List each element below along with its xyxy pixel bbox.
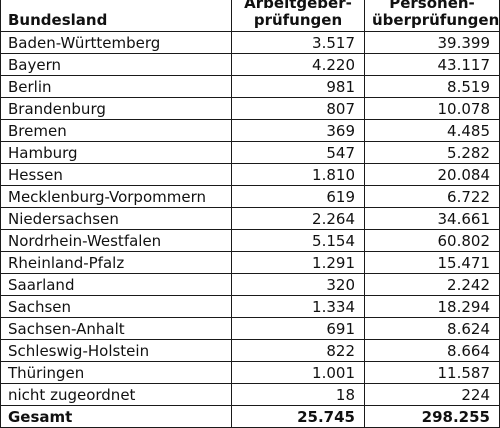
total-employer-checks-cell: 25.745 xyxy=(231,405,365,428)
person-checks-cell: 10.078 xyxy=(364,97,500,120)
employer-checks-cell: 369 xyxy=(231,119,365,142)
state-cell: Mecklenburg-Vorpommern xyxy=(0,185,232,208)
table-row: Bayern 4.220 43.117 xyxy=(0,53,500,76)
employer-checks-cell: 547 xyxy=(231,141,365,164)
person-checks-cell: 5.282 xyxy=(364,141,500,164)
column-header-person-checks: Personen- überprüfungen xyxy=(364,0,500,32)
column-header-state-label: Bundesland xyxy=(8,11,108,29)
table-row: Bremen 369 4.485 xyxy=(0,119,500,142)
table-row: Nordrhein-Westfalen 5.154 60.802 xyxy=(0,229,500,252)
table-row: Sachsen-Anhalt 691 8.624 xyxy=(0,317,500,340)
state-cell: Bayern xyxy=(0,53,232,76)
column-header-state: Bundesland xyxy=(0,0,232,32)
person-checks-cell: 11.587 xyxy=(364,361,500,384)
total-row: Gesamt 25.745 298.255 xyxy=(0,405,500,428)
employer-checks-cell: 981 xyxy=(231,75,365,98)
state-cell: Hamburg xyxy=(0,141,232,164)
table-row: Thüringen 1.001 11.587 xyxy=(0,361,500,384)
employer-checks-cell: 822 xyxy=(231,339,365,362)
person-checks-cell: 224 xyxy=(364,383,500,406)
table-header-row: Bundesland Arbeitgeber- prüfungen Person… xyxy=(0,0,500,32)
person-checks-cell: 8.519 xyxy=(364,75,500,98)
person-checks-cell: 43.117 xyxy=(364,53,500,76)
person-checks-cell: 8.664 xyxy=(364,339,500,362)
state-cell: Rheinland-Pfalz xyxy=(0,251,232,274)
state-cell: Bremen xyxy=(0,119,232,142)
state-cell: Sachsen xyxy=(0,295,232,318)
column-header-employer-line2: prüfungen xyxy=(253,11,343,29)
state-cell: Hessen xyxy=(0,163,232,186)
state-cell: nicht zugeordnet xyxy=(0,383,232,406)
column-header-employer-line1: Arbeitgeber- xyxy=(244,0,352,12)
employer-checks-cell: 1.001 xyxy=(231,361,365,384)
person-checks-cell: 2.242 xyxy=(364,273,500,296)
state-cell: Baden-Württemberg xyxy=(0,31,232,54)
employer-checks-cell: 320 xyxy=(231,273,365,296)
state-cell: Berlin xyxy=(0,75,232,98)
table-row: Baden-Württemberg 3.517 39.399 xyxy=(0,31,500,54)
employer-checks-cell: 807 xyxy=(231,97,365,120)
person-checks-cell: 8.624 xyxy=(364,317,500,340)
employer-checks-cell: 1.291 xyxy=(231,251,365,274)
table-row: Rheinland-Pfalz 1.291 15.471 xyxy=(0,251,500,274)
employer-checks-cell: 1.334 xyxy=(231,295,365,318)
state-cell: Schleswig-Holstein xyxy=(0,339,232,362)
person-checks-cell: 34.661 xyxy=(364,207,500,230)
employer-checks-cell: 691 xyxy=(231,317,365,340)
state-cell: Thüringen xyxy=(0,361,232,384)
state-cell: Niedersachsen xyxy=(0,207,232,230)
table-body: Baden-Württemberg 3.517 39.399 Bayern 4.… xyxy=(0,31,500,428)
employer-checks-cell: 4.220 xyxy=(231,53,365,76)
table-row: Brandenburg 807 10.078 xyxy=(0,97,500,120)
employer-checks-cell: 619 xyxy=(231,185,365,208)
table-row: Niedersachsen 2.264 34.661 xyxy=(0,207,500,230)
person-checks-cell: 6.722 xyxy=(364,185,500,208)
person-checks-cell: 60.802 xyxy=(364,229,500,252)
person-checks-cell: 15.471 xyxy=(364,251,500,274)
state-cell: Nordrhein-Westfalen xyxy=(0,229,232,252)
table-row: Schleswig-Holstein 822 8.664 xyxy=(0,339,500,362)
total-person-checks-cell: 298.255 xyxy=(364,405,500,428)
employer-checks-cell: 18 xyxy=(231,383,365,406)
table-row: Saarland 320 2.242 xyxy=(0,273,500,296)
employer-checks-cell: 1.810 xyxy=(231,163,365,186)
state-cell: Brandenburg xyxy=(0,97,232,120)
person-checks-cell: 18.294 xyxy=(364,295,500,318)
table-row: Hessen 1.810 20.084 xyxy=(0,163,500,186)
employer-checks-cell: 3.517 xyxy=(231,31,365,54)
table-row: Berlin 981 8.519 xyxy=(0,75,500,98)
table-row: nicht zugeordnet 18 224 xyxy=(0,383,500,406)
table-row: Mecklenburg-Vorpommern 619 6.722 xyxy=(0,185,500,208)
total-label-cell: Gesamt xyxy=(0,405,232,428)
table-row: Hamburg 547 5.282 xyxy=(0,141,500,164)
column-header-employer-checks: Arbeitgeber- prüfungen xyxy=(231,0,365,32)
column-header-persons-line1: Personen- xyxy=(389,0,475,12)
column-header-persons-line2: überprüfungen xyxy=(372,11,500,29)
person-checks-cell: 20.084 xyxy=(364,163,500,186)
employer-checks-cell: 2.264 xyxy=(231,207,365,230)
state-cell: Sachsen-Anhalt xyxy=(0,317,232,340)
person-checks-cell: 39.399 xyxy=(364,31,500,54)
employer-checks-cell: 5.154 xyxy=(231,229,365,252)
table-row: Sachsen 1.334 18.294 xyxy=(0,295,500,318)
person-checks-cell: 4.485 xyxy=(364,119,500,142)
state-cell: Saarland xyxy=(0,273,232,296)
